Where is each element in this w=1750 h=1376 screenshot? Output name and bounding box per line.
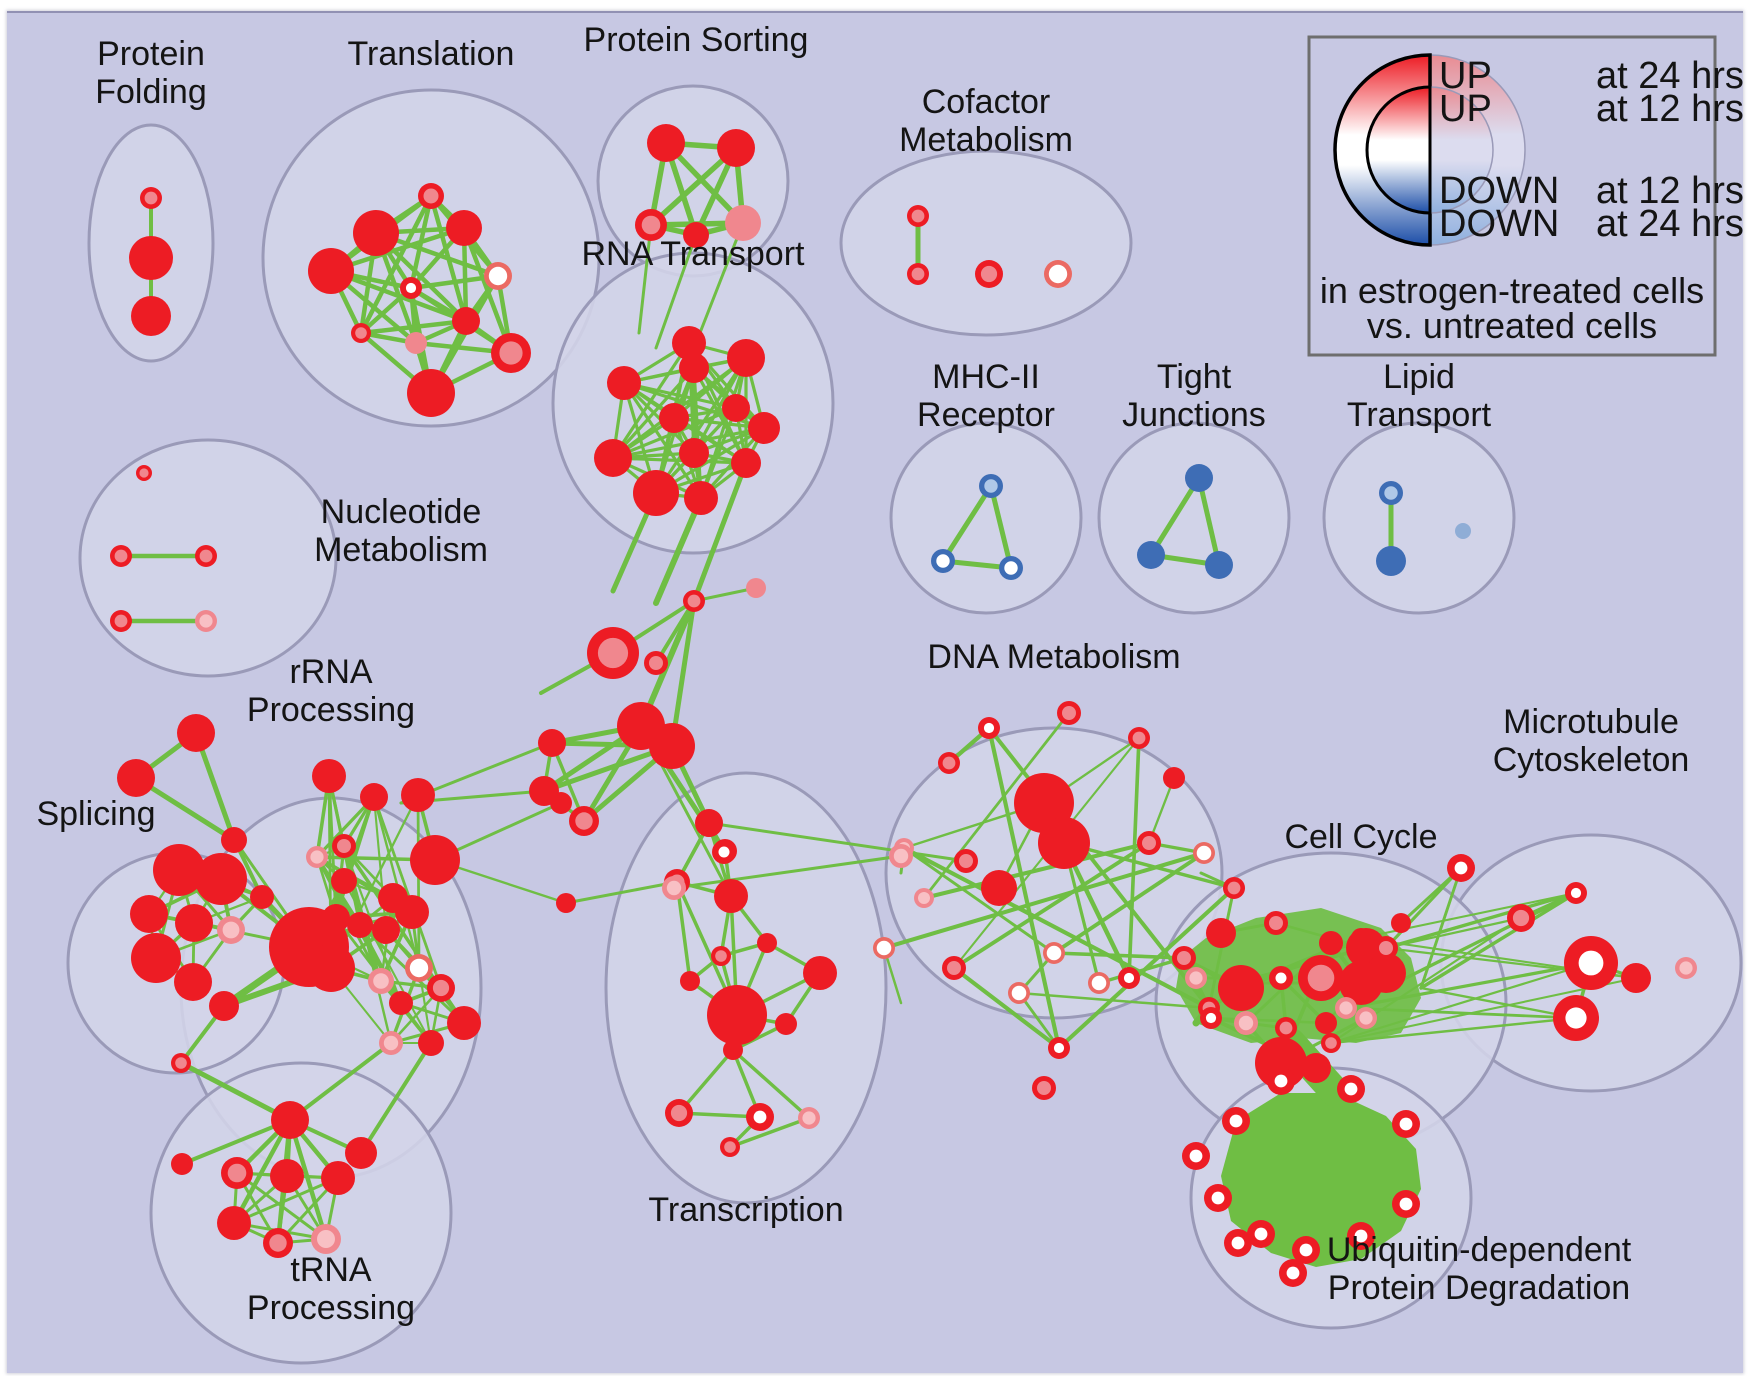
- svg-text:Splicing: Splicing: [36, 795, 155, 833]
- svg-text:Protein Sorting: Protein Sorting: [584, 21, 809, 59]
- svg-text:at 12 hrs: at 12 hrs: [1596, 88, 1743, 130]
- svg-text:DOWN: DOWN: [1439, 203, 1559, 245]
- svg-text:Translation: Translation: [348, 35, 515, 73]
- svg-text:RNA Transport: RNA Transport: [582, 235, 806, 273]
- svg-text:Transcription: Transcription: [648, 1191, 843, 1229]
- svg-text:vs. untreated cells: vs. untreated cells: [1367, 305, 1657, 346]
- svg-text:Cell Cycle: Cell Cycle: [1284, 818, 1437, 856]
- svg-text:at 24 hrs: at 24 hrs: [1596, 203, 1743, 245]
- svg-text:DNA Metabolism: DNA Metabolism: [927, 638, 1180, 676]
- svg-text:UP: UP: [1439, 88, 1492, 130]
